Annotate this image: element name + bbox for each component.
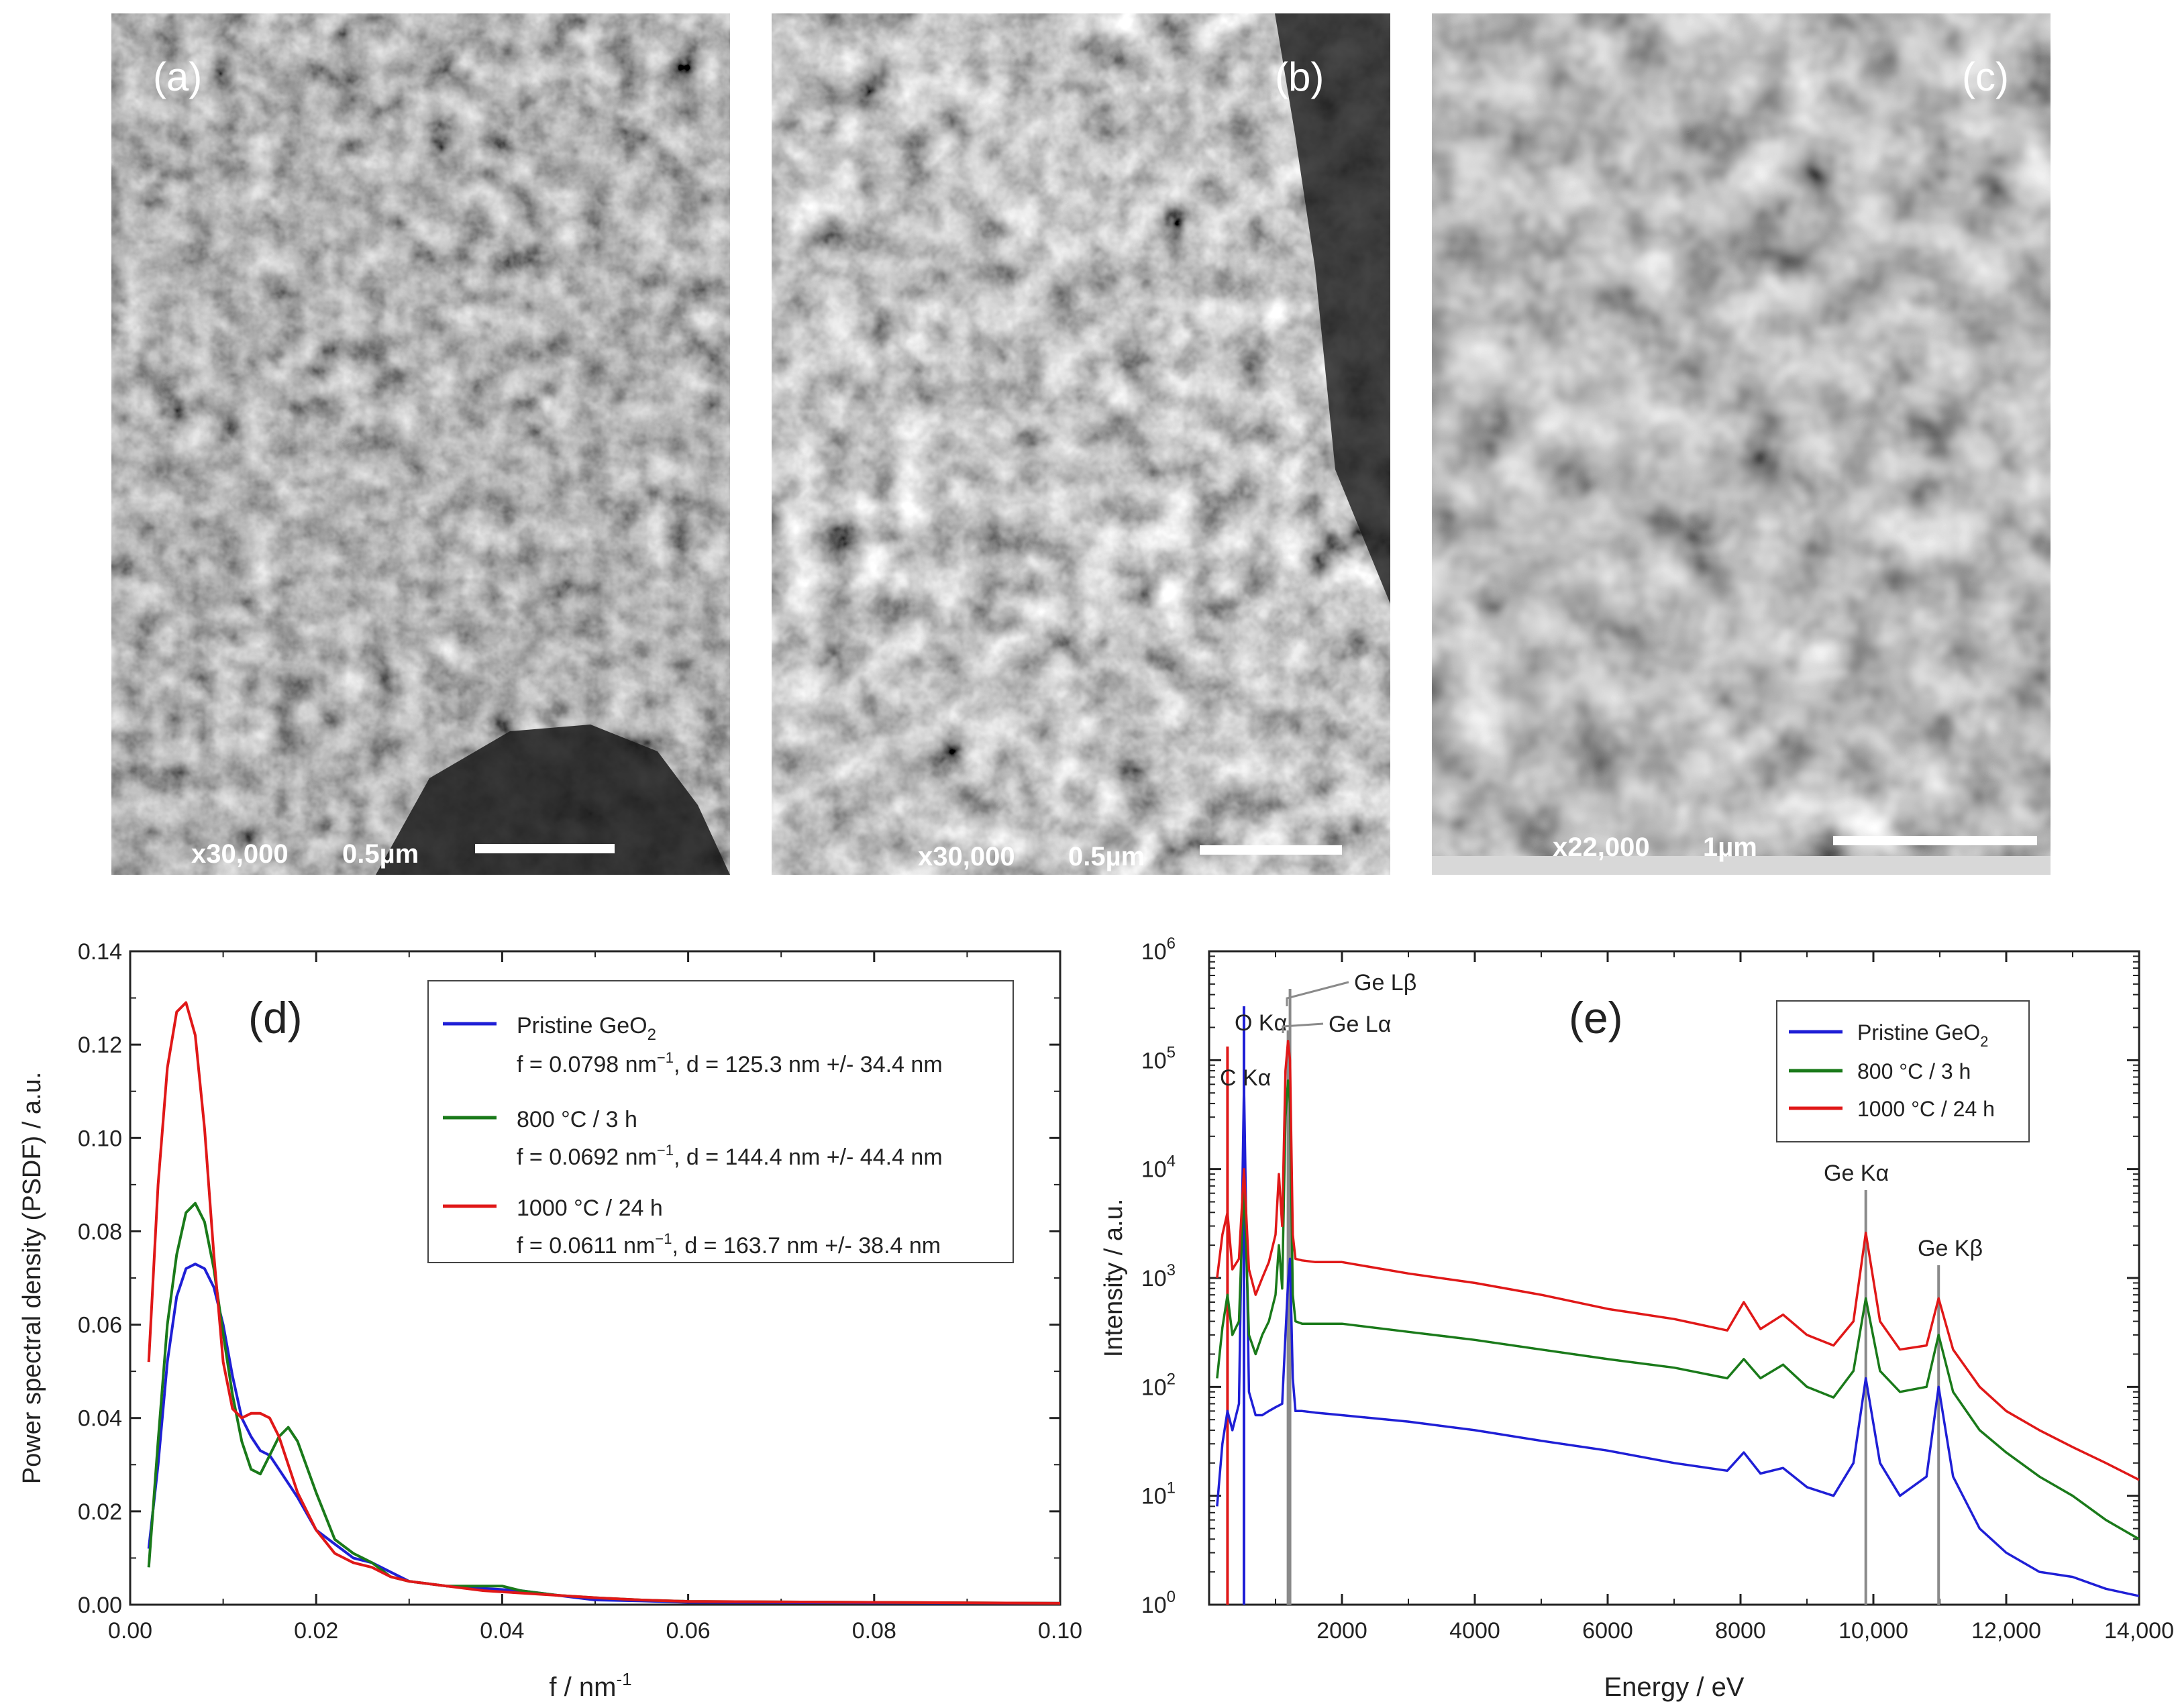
y-tick-label-e: 103 [1141,1261,1176,1291]
y-tick-label-e: 104 [1141,1153,1176,1183]
sem-scale-text-b: 0.5µm [1068,842,1145,871]
y-tick-label-d: 0.08 [78,1219,122,1244]
tick-marks-e [1209,950,2140,1606]
series-line-e-pristine-geo [1216,1083,2140,1597]
annotation-ge-ka: Ge Kα [1824,1161,1889,1186]
y-tick-label-d: 0.10 [78,1126,122,1151]
psdf-chart: 0.000.020.040.060.080.100.120.14 0.00 0.0… [18,939,1082,1702]
x-axis-label-e: Energy / eV [1604,1672,1744,1702]
series-line-d-800-c-3-h [147,1202,1061,1605]
scale-bar-c [1833,836,2037,845]
legend-label-800c-e: 800 °C / 3 h [1857,1059,1971,1083]
sem-scale-text-a: 0.5µm [342,839,419,869]
x-tick-label-d: 0.10 [1038,1618,1082,1644]
legend-d: Pristine GeO2 f = 0.0798 nm−1, d = 125.3… [427,980,1014,1263]
series-line-d-1000-c-24-h [147,1001,1061,1605]
x-tick-label-e: 14,000 [2104,1618,2174,1644]
sem-panel-c: (c) x22,000 1µm [1432,13,2051,875]
x-tick-label-e: 10,000 [1838,1618,1908,1644]
panel-label-d: (d) [248,993,303,1043]
panel-label-e: (e) [1569,993,1623,1043]
x-tick-label-d: 0.06 [666,1618,711,1644]
legend-label-800c-d: 800 °C / 3 h [517,1107,637,1132]
annotation-ge-lb: Ge Lβ [1354,970,1416,996]
annotation-c-ka: C Kα [1220,1065,1271,1091]
y-axis-label-d: Power spectral density (PSDF) / a.u. [18,1072,46,1485]
series-lines-d [147,1001,1061,1605]
x-tick-label-e: 2000 [1316,1618,1367,1644]
legend-label-pristine-d: Pristine GeO2 [517,1013,656,1044]
legend-label-1000c-d: 1000 °C / 24 h [517,1195,663,1221]
annotation-o-ka: O Kα [1235,1010,1287,1036]
y-tick-label-d: 0.06 [78,1313,122,1338]
y-tick-label-d: 0.02 [78,1499,122,1525]
sem-texture-c [1432,13,2051,875]
y-axis-label-e: Intensity / a.u. [1100,1199,1128,1358]
sem-info-strip-c [1432,856,2051,875]
eds-chart: 100 101 102 103 104 105 106 2000 4000 6000 8000 10… [1100,935,2174,1702]
sem-scale-text-c: 1µm [1703,833,1757,862]
leader-ge-la [1282,1022,1324,1033]
scale-bar-b [1200,845,1342,855]
x-tick-label-d: 0.08 [852,1618,896,1644]
x-tick-label-e: 8000 [1715,1618,1766,1644]
y-tick-labels-e: 100 101 102 103 104 105 106 [1141,935,1176,1618]
series-lines-e [1216,1039,2140,1597]
x-tick-label-d: 0.04 [480,1618,524,1644]
series-line-d-pristine-geo [147,1263,1061,1605]
series-line-e-1000-c-24-h [1216,1039,2140,1481]
y-tick-labels-d: 0.00 0.02 0.04 0.06 0.08 0.10 0.12 0.14 [78,939,122,1618]
legend-label-1000c-e: 1000 °C / 24 h [1857,1097,1995,1121]
legend-detail-pristine-d: f = 0.0798 nm−1, d = 125.3 nm +/- 34.4 n… [517,1049,943,1077]
sem-texture-b [772,13,1390,875]
sem-panel-a: (a) x30,000 0.5µm [111,13,730,875]
x-tick-label-e: 4000 [1449,1618,1500,1644]
legend-e: Pristine GeO2 800 °C / 3 h 1000 °C / 24 … [1776,1000,2030,1142]
legend-detail-800c-d: f = 0.0692 nm−1, d = 144.4 nm +/- 44.4 n… [517,1142,943,1170]
legend-detail-1000c-d: f = 0.0611 nm−1, d = 163.7 nm +/- 38.4 n… [517,1230,941,1259]
y-tick-label-d: 0.04 [78,1406,122,1432]
scale-bar-a [475,844,615,853]
y-tick-label-e: 102 [1141,1370,1176,1400]
sem-magnification-c: x22,000 [1553,833,1650,862]
y-tick-label-d: 0.14 [78,939,122,965]
x-tick-label-d: 0.02 [294,1618,338,1644]
annotation-ge-kb: Ge Kβ [1918,1236,1983,1261]
y-tick-label-d: 0.12 [78,1032,122,1058]
panel-label-c: (c) [1962,54,2009,99]
sem-dark-region-a [376,725,730,875]
x-tick-label-d: 0.00 [108,1618,152,1644]
sem-dark-region-b [1275,13,1390,604]
sem-magnification-a: x30,000 [191,839,289,869]
sem-panel-b: (b) x30,000 0.5µm [772,13,1390,875]
tick-marks-d [129,950,1061,1606]
annotation-ge-la: Ge Lα [1329,1012,1391,1037]
y-tick-label-e: 106 [1141,935,1176,965]
y-tick-label-d: 0.00 [78,1593,122,1618]
y-tick-label-e: 105 [1141,1043,1176,1073]
x-tick-labels-d: 0.00 0.02 0.04 0.06 0.08 0.10 [108,1618,1082,1644]
legend-label-pristine-e: Pristine GeO2 [1857,1020,1988,1050]
leader-ge-lb [1286,981,1349,1006]
sem-magnification-b: x30,000 [918,842,1015,871]
panel-label-a: (a) [153,54,202,99]
x-axis-label-d: f / nm-1 [549,1669,631,1702]
y-tick-label-e: 100 [1141,1588,1176,1618]
sem-texture-a [111,13,730,875]
y-tick-label-e: 101 [1141,1479,1176,1509]
x-tick-label-e: 6000 [1582,1618,1633,1644]
x-tick-label-e: 12,000 [1971,1618,2041,1644]
x-tick-labels-e: 2000 4000 6000 8000 10,000 12,000 14,000 [1316,1618,2174,1644]
panel-label-b: (b) [1275,54,1324,99]
legend-box-d [427,980,1014,1263]
peak-annotations-e: O Kα C Kα Ge Lβ Ge Lα Ge Kα Ge Kβ [1220,970,1983,1261]
series-line-e-800-c-3-h [1216,1079,2140,1540]
